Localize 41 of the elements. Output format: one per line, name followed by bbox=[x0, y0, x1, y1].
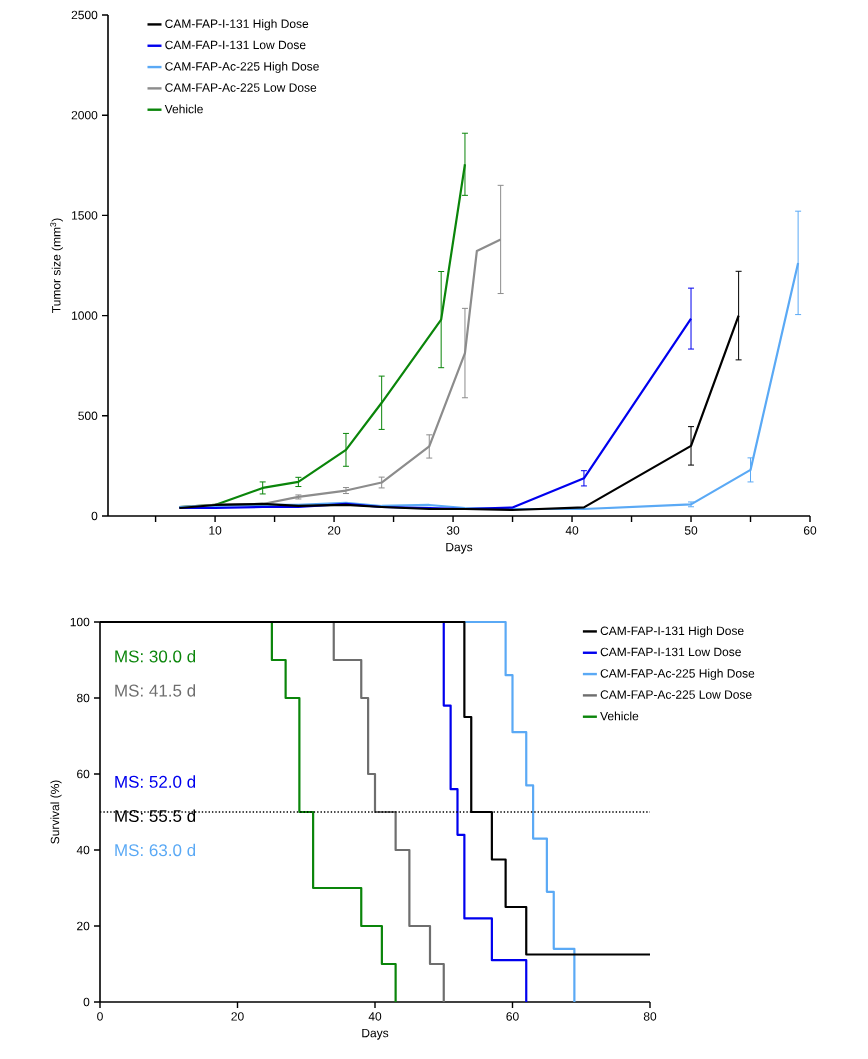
y-tick-label: 1500 bbox=[72, 211, 98, 220]
y-tick-label: 0 bbox=[83, 997, 90, 1007]
x-tick-label: 20 bbox=[231, 1012, 244, 1021]
y-axis-title: Tumor size (mm$^{3}$) bbox=[50, 218, 63, 313]
legend-label: CAM-FAP-I-131 Low Dose bbox=[165, 40, 306, 50]
legend-label: CAM-FAP-Ac-225 High Dose bbox=[165, 61, 319, 73]
legend-label: Vehicle bbox=[164, 104, 203, 114]
y-tick-label: 80 bbox=[76, 693, 90, 703]
annotation: MS: 52.0 d bbox=[115, 775, 196, 788]
x-tick-label: 80 bbox=[643, 1012, 657, 1021]
x-tick-label: 40 bbox=[368, 1012, 382, 1021]
legend-label: CAM-FAP-Ac-225 High Dose bbox=[600, 668, 755, 681]
x-tick-label: 60 bbox=[506, 1012, 519, 1021]
legend-label: CAM-FAP-I-131 High Dose bbox=[165, 19, 309, 31]
legend-label: Vehicle bbox=[600, 711, 639, 721]
y-tick-label: 2500 bbox=[71, 10, 98, 20]
y-tick-label: 40 bbox=[76, 845, 90, 855]
x-axis-title: Days bbox=[362, 1028, 389, 1040]
legend-label: CAM-FAP-I-131 High Dose bbox=[600, 626, 744, 638]
y-tick-label: 2000 bbox=[71, 110, 98, 120]
y-tick-label: 0 bbox=[91, 511, 98, 521]
annotation: MS: 41.5 d bbox=[115, 684, 196, 697]
y-tick-label: 60 bbox=[77, 769, 90, 779]
annotation: MS: 55.5 d bbox=[115, 809, 196, 823]
y-tick-label: 20 bbox=[77, 921, 90, 931]
y-tick-label: 500 bbox=[78, 411, 98, 421]
x-axis-title: Days bbox=[446, 542, 473, 554]
x-tick-label: 50 bbox=[684, 526, 698, 535]
x-tick-label: 60 bbox=[803, 526, 817, 535]
legend-label: CAM-FAP-Ac-225 Low Dose bbox=[165, 83, 317, 92]
annotation: MS: 30.0 d bbox=[115, 649, 196, 663]
legend-label: CAM-FAP-Ac-225 Low Dose bbox=[600, 690, 752, 699]
annotation: MS: 63.0 d bbox=[115, 843, 196, 857]
x-tick-label: 40 bbox=[565, 526, 579, 535]
y-tick-label: 100 bbox=[70, 617, 90, 627]
y-tick-label: 1000 bbox=[72, 311, 98, 320]
x-tick-label: 30 bbox=[446, 526, 460, 535]
legend-label: CAM-FAP-I-131 Low Dose bbox=[600, 647, 741, 657]
x-tick-label: 20 bbox=[328, 526, 341, 535]
y-axis-title: Survival (%) bbox=[50, 780, 62, 844]
x-tick-label: 10 bbox=[209, 526, 222, 535]
